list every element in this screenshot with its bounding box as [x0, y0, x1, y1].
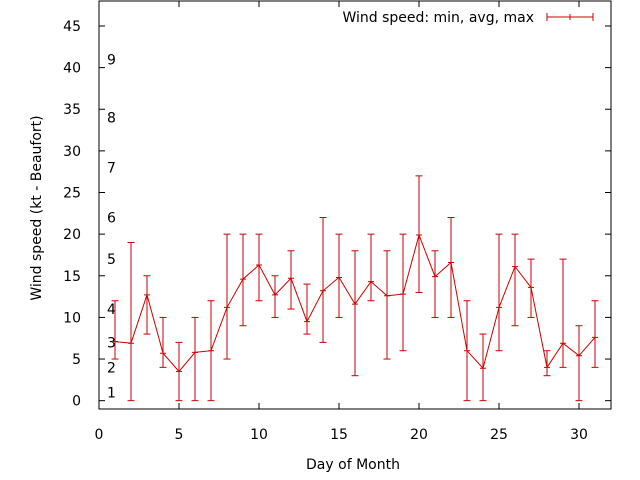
- beaufort-label: 1: [107, 385, 116, 401]
- data-point: [256, 261, 262, 268]
- beaufort-label: 8: [107, 111, 116, 127]
- x-tick-label: 5: [175, 427, 184, 443]
- data-point: [128, 340, 134, 347]
- data-point: [528, 284, 534, 291]
- beaufort-label: 4: [107, 302, 116, 318]
- plot-frame: [98, 0, 612, 410]
- beaufort-scale-labels: 1 2 3 4 5 6 7 8 9: [107, 52, 116, 401]
- x-tick-label: 30: [570, 427, 588, 443]
- data-point: [320, 287, 326, 294]
- data-point: [464, 347, 470, 354]
- x-tick-label: 20: [410, 427, 428, 443]
- beaufort-label: 3: [107, 335, 116, 351]
- y-tick-label: 0: [72, 394, 81, 410]
- legend-point-marker: [567, 14, 573, 20]
- data-point: [576, 352, 582, 359]
- data-point: [544, 364, 550, 371]
- beaufort-label: 5: [107, 252, 116, 268]
- data-point: [160, 350, 166, 357]
- x-tick-label: 15: [330, 427, 348, 443]
- y-tick-label: 25: [63, 186, 81, 202]
- x-tick-label: 25: [490, 427, 508, 443]
- data-point: [224, 304, 230, 311]
- data-point: [192, 349, 198, 356]
- data-point: [416, 231, 422, 238]
- legend-label: Wind speed: min, avg, max: [342, 10, 534, 26]
- y-tick-label: 40: [63, 61, 81, 77]
- y-tick-label: 30: [63, 144, 81, 160]
- data-point: [432, 273, 438, 280]
- data-point: [352, 301, 358, 308]
- data-point: [384, 292, 390, 299]
- y-tick-label: 45: [63, 19, 81, 35]
- data-point: [560, 340, 566, 347]
- x-axis-label: Day of Month: [306, 457, 400, 473]
- data-point: [272, 291, 278, 298]
- wind-speed-series: [111, 175, 599, 402]
- y-tick-label: 5: [72, 352, 81, 368]
- x-axis-ticks: 0 5 10 15 20 25 30: [95, 1, 588, 443]
- data-point: [336, 274, 342, 281]
- data-point: [112, 338, 118, 345]
- data-point: [496, 304, 502, 311]
- data-point: [400, 291, 406, 298]
- beaufort-label: 6: [107, 210, 116, 226]
- data-point: [208, 347, 214, 354]
- beaufort-label: 2: [107, 360, 116, 376]
- data-point: [240, 276, 246, 283]
- beaufort-label: 9: [107, 52, 116, 68]
- y-tick-label: 20: [63, 227, 81, 243]
- y-axis-label: Wind speed (kt - Beaufort): [29, 115, 45, 300]
- data-point: [512, 263, 518, 270]
- data-point: [176, 368, 182, 375]
- x-tick-label: 0: [95, 427, 104, 443]
- data-point: [592, 334, 598, 341]
- legend: Wind speed: min, avg, max: [342, 10, 594, 26]
- data-point: [368, 278, 374, 285]
- beaufort-label: 7: [107, 161, 116, 177]
- data-point: [288, 275, 294, 282]
- x-tick-label: 10: [250, 427, 268, 443]
- y-tick-label: 10: [63, 310, 81, 326]
- data-point: [448, 259, 454, 266]
- data-point: [144, 291, 150, 298]
- y-tick-label: 15: [63, 269, 81, 285]
- y-tick-label: 35: [63, 102, 81, 118]
- data-point: [480, 365, 486, 372]
- data-point: [304, 318, 310, 325]
